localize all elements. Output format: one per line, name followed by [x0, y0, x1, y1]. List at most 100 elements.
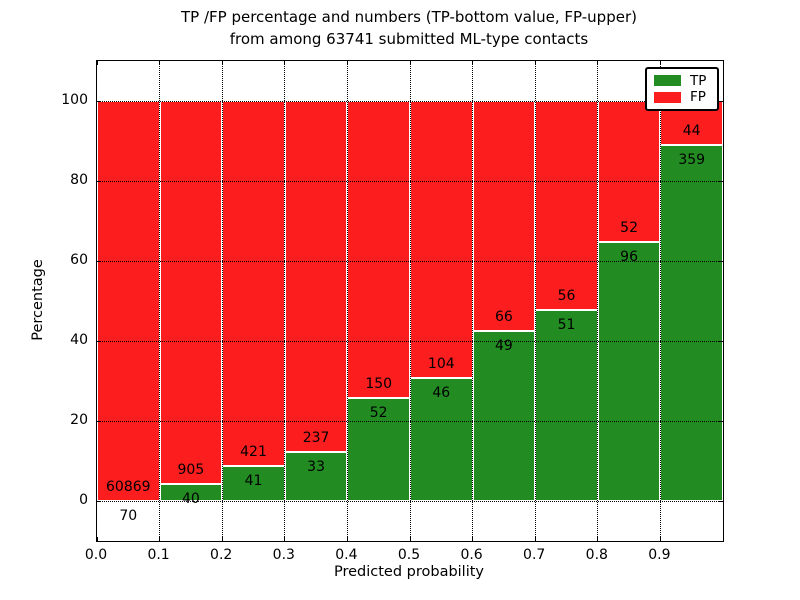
bar-segment-fp [284, 101, 348, 453]
x-axis-tick-top [597, 61, 599, 65]
bar-segment-fp [535, 101, 598, 311]
x-tick-label: 0.7 [523, 547, 546, 563]
x-axis-tick [659, 537, 661, 541]
bar-segment-fp [347, 101, 410, 399]
bar-segment-tp [222, 465, 285, 501]
x-axis-tick-top [472, 61, 474, 65]
bar-segment-tp [472, 330, 536, 501]
tp-count-label: 70 [119, 507, 138, 524]
gridline-vertical [159, 61, 161, 541]
x-tick-label: 0.2 [210, 547, 233, 563]
legend: TP FP [645, 67, 719, 111]
x-axis-tick [534, 537, 536, 541]
gridline-vertical [659, 61, 661, 541]
bar-segment-fp [472, 101, 536, 331]
legend-tp-label: TP [690, 72, 707, 89]
x-axis-tick [597, 537, 599, 541]
x-tick-label: 0.5 [397, 547, 421, 563]
y-axis-tick [97, 420, 101, 422]
y-tick-label: 60 [70, 252, 88, 268]
x-axis-tick [409, 537, 411, 541]
x-axis-label: Predicted probability [333, 564, 485, 580]
y-tick-label: 20 [70, 412, 88, 428]
x-tick-label: 0.6 [460, 547, 483, 563]
y-axis-tick [97, 340, 101, 342]
plot-area: TP FP 60869 70 905 40 421 41 237 33 150 52 104 46 66… [96, 60, 724, 542]
y-axis-tick-right [719, 100, 723, 102]
tp-count-label: 52 [369, 405, 388, 422]
tp-count-label: 96 [620, 248, 638, 265]
gridline-vertical [409, 61, 411, 541]
fp-count-label: 421 [240, 443, 267, 460]
fp-count-label: 150 [365, 376, 393, 393]
bar-segment-fp [222, 101, 285, 466]
bar-segment-tp [660, 144, 723, 501]
tp-count-label: 40 [181, 491, 200, 508]
tp-count-label: 359 [678, 151, 706, 168]
x-axis-tick-top [659, 61, 661, 65]
gridline-vertical [284, 61, 286, 541]
x-tick-label: 0.0 [84, 547, 108, 563]
x-tick-label: 0.3 [272, 547, 295, 563]
bar-segment-fp [159, 101, 223, 485]
legend-item-tp: TP [654, 74, 710, 88]
fp-count-label: 60869 [106, 478, 151, 495]
x-axis-tick-top [346, 61, 348, 65]
x-axis-tick-top [96, 61, 98, 65]
tp-count-label: 46 [432, 385, 451, 402]
x-axis-tick [346, 537, 348, 541]
x-axis-tick-top [159, 61, 161, 65]
chart-title: TP /FP percentage and numbers (TP-bottom… [96, 6, 722, 50]
y-axis-tick-right [719, 260, 723, 262]
y-axis-tick-right [719, 420, 723, 422]
y-tick-label: 0 [79, 492, 88, 508]
y-axis-tick-right [719, 180, 723, 182]
x-axis-tick-top [221, 61, 223, 65]
x-axis-tick-top [534, 61, 536, 65]
bar-segment-fp [410, 101, 473, 379]
y-axis-label: Percentage [30, 259, 46, 341]
legend-tp-swatch [654, 75, 681, 87]
tp-count-label: 51 [557, 317, 576, 334]
fp-count-label: 104 [427, 356, 455, 373]
x-axis-tick-top [284, 61, 286, 65]
legend-fp-swatch [654, 91, 681, 103]
gridline-vertical [472, 61, 474, 541]
y-axis-tick [97, 500, 101, 502]
fp-count-label: 905 [177, 462, 205, 479]
gridline-vertical [534, 61, 536, 541]
x-tick-label: 0.1 [147, 547, 170, 563]
chart-title-line1: TP /FP percentage and numbers (TP-bottom… [181, 8, 637, 26]
fp-count-label: 66 [494, 308, 513, 325]
fp-count-label: 44 [682, 122, 701, 139]
x-axis-tick-top [409, 61, 411, 65]
gridline-vertical [597, 61, 599, 541]
y-axis-tick [97, 260, 101, 262]
chart-title-line2: from among 63741 submitted ML-type conta… [229, 30, 589, 48]
legend-fp-label: FP [690, 89, 706, 106]
x-axis-tick [284, 537, 286, 541]
y-axis-tick [97, 100, 101, 102]
x-axis-tick [96, 537, 98, 541]
x-tick-label: 0.4 [335, 547, 358, 563]
x-axis-tick [472, 537, 474, 541]
gridline-vertical [346, 61, 348, 541]
tp-count-label: 49 [494, 337, 513, 354]
tp-count-label: 41 [244, 472, 263, 489]
bar-segment-fp [97, 101, 160, 501]
fp-count-label: 237 [302, 430, 330, 447]
y-tick-label: 40 [70, 332, 88, 348]
tp-count-label: 33 [307, 459, 325, 476]
x-tick-label: 0.9 [648, 547, 671, 563]
y-axis-tick [97, 180, 101, 182]
gridline-vertical [221, 61, 223, 541]
fp-count-label: 56 [557, 288, 576, 305]
fp-count-label: 52 [620, 219, 638, 236]
y-tick-label: 80 [70, 172, 88, 188]
x-tick-label: 0.8 [585, 547, 608, 563]
y-axis-tick-right [719, 500, 723, 502]
y-tick-label: 100 [61, 92, 88, 108]
y-axis-tick-right [719, 340, 723, 342]
x-axis-tick [221, 537, 223, 541]
